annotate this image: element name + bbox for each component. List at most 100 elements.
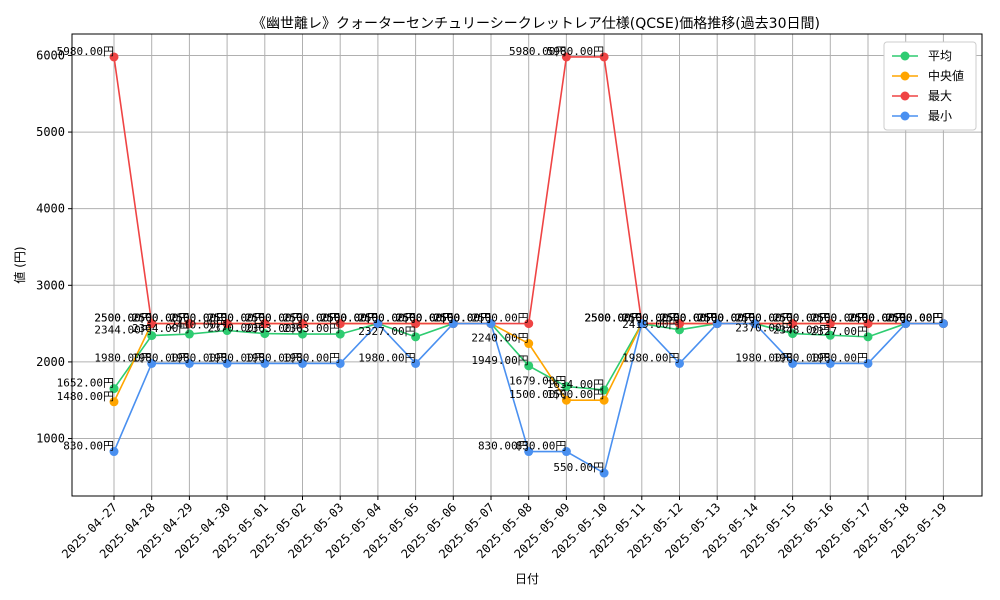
y-tick-label: 4000: [36, 202, 65, 216]
data-label: 2500.00円: [735, 312, 792, 325]
y-tick-label: 1000: [36, 432, 65, 446]
data-label: 2500.00円: [321, 312, 378, 325]
data-label: 2500.00円: [660, 312, 717, 325]
data-label: 830.00円: [478, 440, 529, 453]
data-label: 2500.00円: [811, 312, 868, 325]
data-label: 5980.00円: [57, 45, 114, 58]
data-label: 2500.00円: [848, 312, 905, 325]
data-label: 2500.00円: [584, 312, 641, 325]
data-label: 2500.00円: [396, 312, 453, 325]
data-point: [411, 332, 421, 342]
data-point: [373, 319, 383, 329]
data-label: 1980.00円: [207, 351, 264, 364]
data-point: [901, 319, 911, 329]
y-tick-label: 5000: [36, 125, 65, 139]
data-label: 1980.00円: [132, 351, 189, 364]
data-label: 2410.00円: [170, 319, 227, 332]
data-point: [750, 319, 760, 329]
data-label: 830.00円: [516, 440, 567, 453]
data-labels: 1652.00円2344.00円2364.00円2410.00円2370.00円…: [57, 45, 944, 474]
legend-marker: [900, 91, 910, 101]
data-point: [825, 330, 835, 340]
series-lines: [109, 52, 948, 478]
legend-label: 最小: [928, 109, 952, 123]
x-axis: 2025-04-272025-04-282025-04-292025-04-30…: [59, 496, 950, 561]
data-point: [147, 331, 157, 341]
data-point: [637, 319, 647, 329]
data-point: [712, 319, 722, 329]
data-label: 2500.00円: [132, 312, 189, 325]
data-label: 2500.00円: [584, 312, 641, 325]
data-label: 550.00円: [553, 461, 604, 474]
data-point: [561, 447, 571, 457]
data-label: 2500.00円: [170, 312, 227, 325]
data-label: 2370.00円: [735, 322, 792, 335]
data-label: 2500.00円: [132, 312, 189, 325]
y-tick-label: 6000: [36, 48, 65, 62]
data-label: 2500.00円: [886, 312, 943, 325]
data-label: 2500.00円: [94, 312, 151, 325]
data-label: 2500.00円: [283, 312, 340, 325]
data-point: [448, 319, 458, 329]
data-label: 2327.00円: [811, 325, 868, 338]
data-point: [524, 339, 534, 349]
data-point: [109, 397, 119, 407]
data-point: [863, 332, 873, 342]
data-point: [184, 358, 194, 368]
data-label: 2500.00円: [886, 312, 943, 325]
data-point: [863, 358, 873, 368]
grid: [72, 34, 982, 496]
data-point: [222, 358, 232, 368]
data-label: 1980.00円: [735, 351, 792, 364]
data-point: [675, 325, 684, 335]
data-label: 2500.00円: [245, 312, 302, 325]
data-point: [147, 358, 157, 368]
legend-label: 最大: [928, 89, 952, 103]
data-label: 2500.00円: [660, 312, 717, 325]
data-point: [599, 468, 609, 478]
data-label: 2500.00円: [698, 312, 755, 325]
data-label: 1980.00円: [245, 351, 302, 364]
data-point: [260, 329, 270, 339]
data-point: [109, 447, 119, 457]
chart-title: 《幽世離レ》クォーターセンチュリーシークレットレア仕様(QCSE)価格推移(過去…: [252, 15, 820, 32]
data-point: [109, 384, 119, 394]
data-point: [335, 319, 345, 329]
data-label: 830.00円: [63, 440, 114, 453]
data-label: 2500.00円: [848, 312, 905, 325]
data-label: 2500.00円: [698, 312, 755, 325]
legend-marker: [900, 71, 910, 81]
data-point: [298, 319, 307, 329]
data-point: [561, 52, 571, 62]
data-label: 1980.00円: [358, 351, 415, 364]
data-point: [788, 329, 798, 339]
data-label: 1980.00円: [94, 351, 151, 364]
data-label: 2500.00円: [660, 312, 717, 325]
data-label: 2500.00円: [773, 312, 830, 325]
data-label: 2327.00円: [358, 325, 415, 338]
data-point: [147, 319, 157, 329]
data-point: [561, 395, 571, 405]
data-point: [938, 319, 948, 329]
data-label: 2500.00円: [170, 312, 227, 325]
data-point: [260, 319, 270, 329]
data-point: [788, 358, 798, 368]
data-point: [109, 52, 119, 62]
data-point: [863, 319, 873, 329]
y-axis-title: 値 (円): [12, 246, 27, 283]
data-point: [524, 361, 534, 371]
data-label: 2500.00円: [773, 312, 830, 325]
data-point: [561, 382, 571, 392]
x-axis-title: 日付: [515, 572, 539, 586]
data-label: 2500.00円: [660, 312, 717, 325]
data-point: [788, 319, 798, 329]
data-label: 5980.00円: [547, 45, 604, 58]
data-point: [222, 319, 232, 329]
data-label: 2363.00円: [245, 322, 302, 335]
data-label: 2500.00円: [886, 312, 943, 325]
data-label: 2500.00円: [622, 312, 679, 325]
data-label: 2500.00円: [584, 312, 641, 325]
data-label: 1652.00円: [57, 377, 114, 390]
